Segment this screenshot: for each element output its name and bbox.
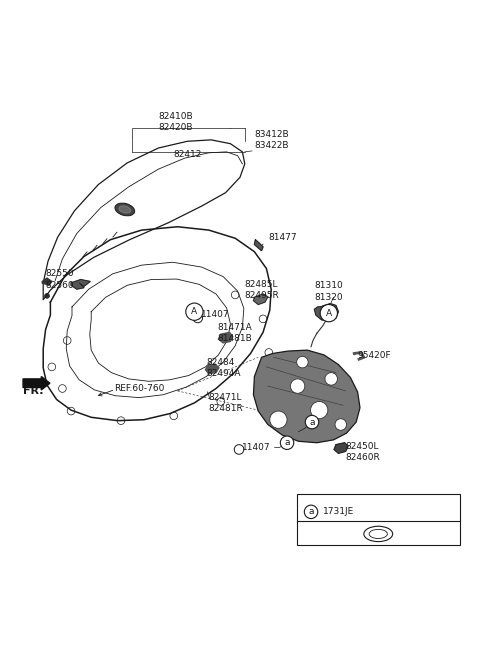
Text: 11407: 11407 — [242, 443, 271, 452]
Text: 82412: 82412 — [173, 150, 202, 159]
Polygon shape — [71, 279, 90, 289]
Text: 11407: 11407 — [201, 309, 229, 319]
Polygon shape — [334, 443, 348, 453]
Text: 81310
81320: 81310 81320 — [314, 281, 343, 302]
Text: a: a — [309, 418, 315, 426]
Text: 95420F: 95420F — [358, 351, 391, 360]
Circle shape — [335, 419, 347, 430]
Text: 82484
82494A: 82484 82494A — [206, 358, 241, 378]
Polygon shape — [254, 240, 263, 251]
Circle shape — [305, 415, 319, 429]
Circle shape — [45, 294, 49, 298]
Text: REF.60-760: REF.60-760 — [114, 384, 164, 393]
Circle shape — [186, 303, 203, 321]
Polygon shape — [253, 350, 360, 443]
Circle shape — [304, 505, 318, 518]
Text: FR.: FR. — [23, 386, 44, 396]
Text: 82450L
82460R: 82450L 82460R — [346, 442, 380, 463]
Text: 82410B
82420B: 82410B 82420B — [158, 112, 192, 132]
Ellipse shape — [119, 206, 131, 213]
Circle shape — [297, 356, 308, 368]
Polygon shape — [253, 294, 268, 304]
Circle shape — [311, 401, 328, 419]
Text: 81471A
81481B: 81471A 81481B — [217, 323, 252, 344]
Circle shape — [325, 373, 337, 385]
Circle shape — [290, 379, 305, 394]
Text: A: A — [192, 307, 197, 316]
Polygon shape — [218, 332, 233, 343]
Circle shape — [270, 411, 287, 428]
Text: 1731JE: 1731JE — [323, 507, 354, 516]
Text: 1731JE: 1731JE — [346, 517, 377, 526]
Circle shape — [280, 436, 294, 449]
FancyArrow shape — [23, 376, 50, 390]
Text: 82485L
82495R: 82485L 82495R — [245, 280, 279, 300]
Text: 82471L
82481R: 82471L 82481R — [209, 393, 243, 413]
Text: a: a — [284, 438, 290, 447]
Polygon shape — [314, 304, 338, 321]
Bar — [297, 493, 460, 545]
Text: A: A — [326, 309, 332, 317]
Text: 83412B
83422B: 83412B 83422B — [254, 130, 289, 150]
Ellipse shape — [115, 203, 135, 215]
Circle shape — [320, 304, 337, 322]
Polygon shape — [42, 278, 52, 285]
Polygon shape — [205, 364, 219, 374]
Text: 81477: 81477 — [269, 233, 298, 242]
Text: a: a — [308, 507, 314, 516]
Text: 82550
82560: 82550 82560 — [46, 269, 74, 290]
